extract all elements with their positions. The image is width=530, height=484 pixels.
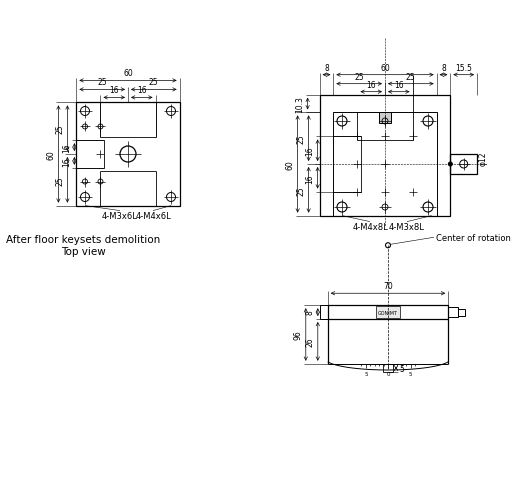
Text: 16: 16: [63, 143, 72, 152]
Bar: [458, 309, 465, 316]
Text: 4-M3x8L: 4-M3x8L: [389, 222, 425, 231]
Text: 60: 60: [123, 69, 133, 78]
Text: Top view: Top view: [60, 246, 105, 256]
Text: 16: 16: [137, 86, 147, 95]
Bar: [376, 306, 400, 318]
Text: 70: 70: [383, 282, 393, 290]
Text: 4-M3x6L: 4-M3x6L: [102, 211, 138, 220]
Text: 4-M4x6L: 4-M4x6L: [135, 211, 171, 220]
Text: 16: 16: [63, 157, 72, 166]
Text: 96: 96: [294, 330, 303, 340]
Bar: [333, 113, 437, 216]
Text: 25: 25: [56, 124, 65, 134]
Text: 5: 5: [364, 371, 368, 376]
Bar: [383, 364, 393, 373]
Text: After floor keysets demolition: After floor keysets demolition: [6, 234, 160, 244]
Text: 16: 16: [306, 174, 315, 183]
Bar: [379, 113, 391, 123]
Text: 25: 25: [406, 73, 416, 81]
Circle shape: [448, 163, 453, 166]
Bar: [448, 307, 458, 318]
Text: 16: 16: [366, 80, 376, 90]
Text: 60: 60: [286, 160, 295, 169]
Text: 26: 26: [306, 337, 315, 347]
Text: 16: 16: [109, 86, 119, 95]
Text: 25: 25: [355, 73, 364, 81]
Text: 25: 25: [56, 176, 65, 185]
Text: 16: 16: [394, 80, 403, 90]
Text: 0: 0: [386, 371, 390, 376]
Text: 60: 60: [47, 150, 56, 160]
Text: 8: 8: [441, 63, 446, 73]
Text: Center of rotation: Center of rotation: [436, 233, 511, 242]
Text: 25: 25: [149, 78, 158, 87]
Text: 60: 60: [380, 63, 390, 73]
Bar: [76, 103, 180, 206]
Text: 10.3: 10.3: [296, 96, 305, 113]
Text: 8: 8: [306, 310, 315, 315]
Text: 25: 25: [297, 185, 306, 195]
Bar: [328, 305, 448, 319]
Text: 15.5: 15.5: [455, 63, 472, 73]
Text: GONIMT: GONIMT: [378, 310, 398, 315]
Text: 25: 25: [297, 134, 306, 144]
Text: 5: 5: [399, 364, 404, 373]
Bar: [320, 95, 450, 216]
Text: 4-M4x8L: 4-M4x8L: [352, 222, 388, 231]
Text: 5: 5: [408, 371, 412, 376]
Text: 16: 16: [306, 146, 315, 156]
Bar: [450, 154, 477, 175]
Text: 25: 25: [98, 78, 107, 87]
Text: φ12: φ12: [479, 151, 488, 166]
Text: 8: 8: [324, 63, 329, 73]
